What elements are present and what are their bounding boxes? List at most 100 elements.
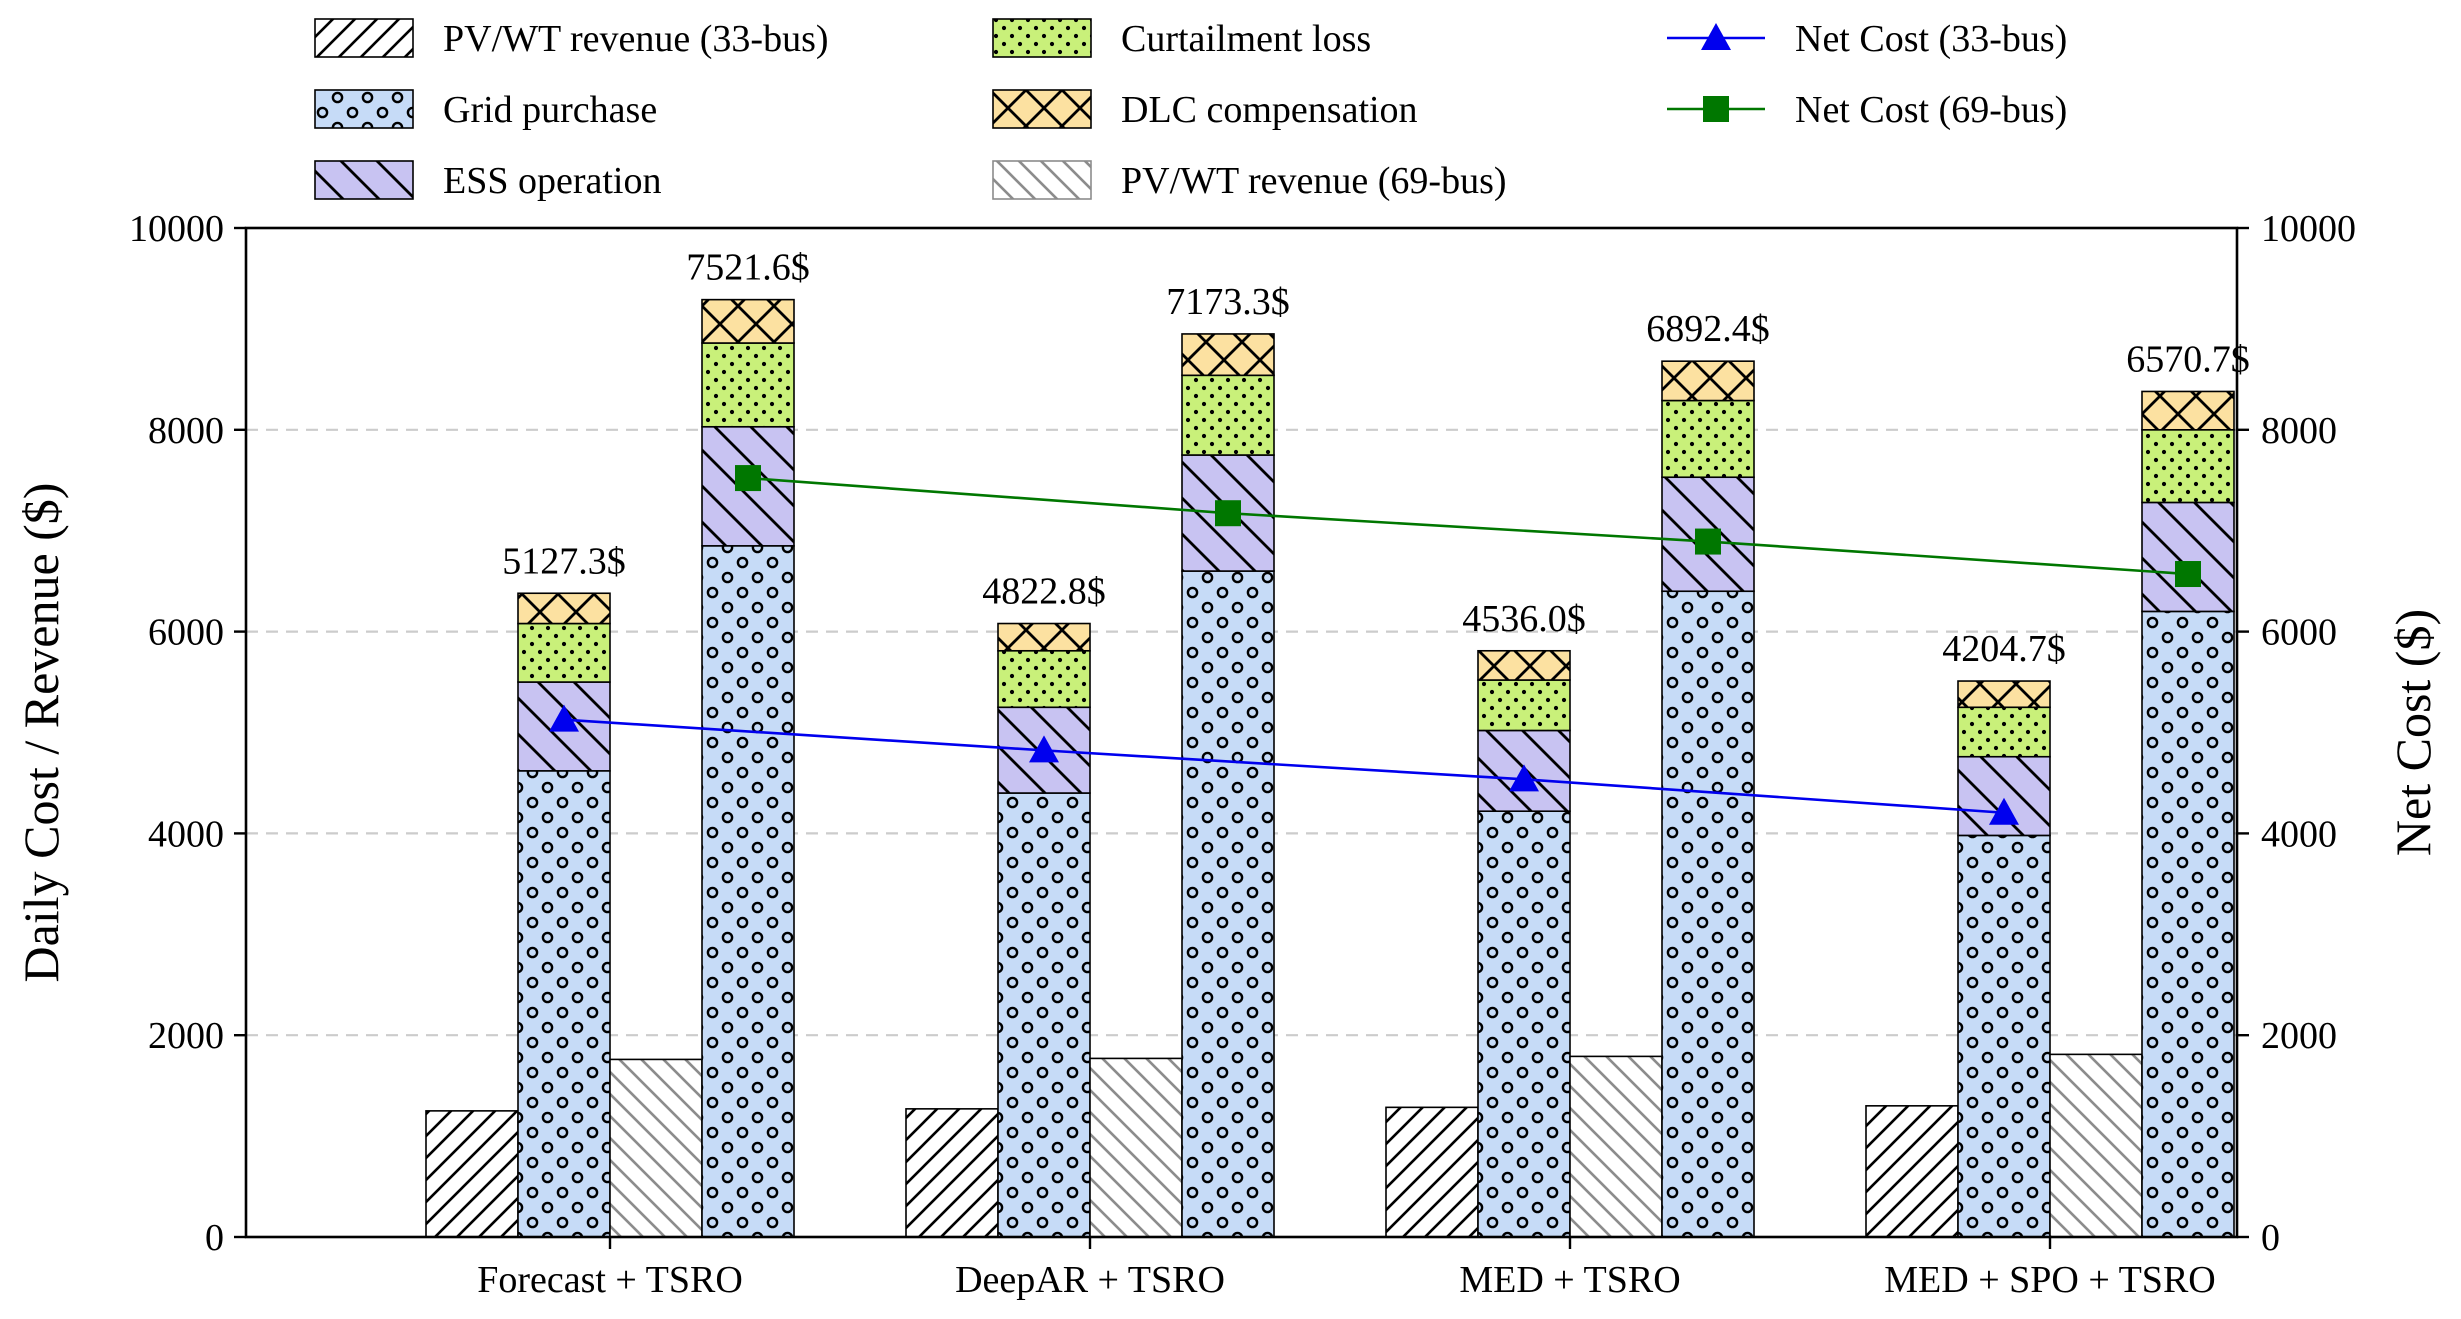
- marker-square: [735, 465, 761, 492]
- x-tick-label: MED + SPO + TSRO: [1884, 1259, 2215, 1301]
- plot-frame: [244, 226, 2239, 1239]
- x-tick-label: Forecast + TSRO: [477, 1259, 743, 1301]
- bar-stack33-curtailment-loss: [517, 622, 611, 683]
- net-cost-lines: [549, 465, 2201, 825]
- right-tick-label: 6000: [2261, 612, 2337, 654]
- legend-item: DLC compensation: [992, 89, 1418, 131]
- legend-label: Curtailment loss: [1121, 18, 1371, 60]
- bar-rev69: [1569, 1055, 1663, 1238]
- bar-stack33-dlc-compensation: [1477, 649, 1571, 681]
- bar-stack69-curtailment-loss: [1181, 374, 1275, 456]
- line-net-cost-33: [563, 718, 2005, 815]
- data-label-33bus: 4204.7$: [1942, 628, 2066, 670]
- bar-stack69-grid-purchase: [701, 545, 795, 1238]
- legend-label: ESS operation: [443, 160, 661, 202]
- marker-triangle: [549, 704, 579, 732]
- bar-stack69-dlc-compensation: [2141, 390, 2235, 431]
- legend-item: Grid purchase: [314, 89, 657, 131]
- data-label-69bus: 6570.7$: [2126, 338, 2250, 380]
- bar-rev33: [1385, 1106, 1479, 1238]
- right-tick-label: 4000: [2261, 813, 2337, 855]
- bar-rev33: [425, 1110, 519, 1238]
- legend-item: ESS operation: [314, 160, 661, 202]
- right-tick-label: 8000: [2261, 410, 2337, 452]
- bars: [425, 298, 2235, 1238]
- bar-stack69-grid-purchase: [1181, 570, 1275, 1238]
- data-label-33bus: 4536.0$: [1462, 598, 1586, 640]
- bar-stack33-grid-purchase: [1477, 810, 1571, 1238]
- legend-swatch: [992, 160, 1092, 200]
- bar-stack33-curtailment-loss: [1957, 706, 2051, 758]
- legend-swatch: [314, 18, 414, 58]
- data-labels: 5127.3$ 7521.6$ 4822.8$ 7173.3$ 4536.0$ 6892.…: [502, 247, 2250, 670]
- bar-stack33-grid-purchase: [1957, 834, 2051, 1238]
- marker-square: [2175, 561, 2201, 588]
- left-tick-label: 0: [205, 1217, 224, 1259]
- bar-stack33-curtailment-loss: [997, 649, 1091, 709]
- data-label-33bus: 5127.3$: [502, 540, 626, 582]
- bar-stack69-curtailment-loss: [1661, 399, 1755, 479]
- bar-stack33-grid-purchase: [517, 770, 611, 1238]
- legend-swatch: [992, 18, 1092, 58]
- marker-square: [1215, 500, 1241, 527]
- left-tick-label: 2000: [148, 1015, 224, 1057]
- bar-rev69: [2049, 1053, 2143, 1238]
- marker-triangle: [1509, 764, 1539, 792]
- legend-label: PV/WT revenue (33-bus): [443, 18, 829, 60]
- bar-rev69: [1089, 1057, 1183, 1238]
- legend-label: PV/WT revenue (69-bus): [1121, 160, 1507, 202]
- legend-label: Net Cost (33-bus): [1795, 18, 2067, 60]
- left-tick-label: 8000: [148, 410, 224, 452]
- marker-triangle: [1029, 735, 1059, 763]
- bar-stack69-dlc-compensation: [701, 298, 795, 344]
- marker-square: [1695, 528, 1721, 555]
- marker-triangle: [1989, 797, 2019, 825]
- bar-stack33-dlc-compensation: [997, 622, 1091, 652]
- bar-stack69-grid-purchase: [2141, 610, 2235, 1238]
- legend-marker-square: [1703, 96, 1729, 122]
- data-label-33bus: 4822.8$: [982, 571, 1106, 613]
- legend-item: Net Cost (69-bus): [1667, 89, 2067, 131]
- legend-swatch: [992, 89, 1092, 129]
- legend-label: Grid purchase: [443, 89, 657, 131]
- legend-item: PV/WT revenue (69-bus): [992, 160, 1507, 202]
- bar-stack33-dlc-compensation: [1957, 680, 2051, 709]
- legend-label: Net Cost (69-bus): [1795, 89, 2067, 131]
- data-label-69bus: 7521.6$: [686, 247, 810, 289]
- bar-stack69-curtailment-loss: [701, 342, 795, 428]
- left-tick-label: 4000: [148, 813, 224, 855]
- y-axis-title-left: Daily Cost / Revenue ($): [13, 483, 69, 983]
- data-label-69bus: 6892.4$: [1646, 308, 1770, 350]
- bar-stack69-ess-operation: [2141, 501, 2235, 613]
- legend-label: DLC compensation: [1121, 89, 1418, 131]
- bar-stack33-curtailment-loss: [1477, 679, 1571, 732]
- line-net-cost-69: [747, 476, 2189, 576]
- left-tick-label: 10000: [129, 208, 224, 250]
- legend-item: Net Cost (33-bus): [1667, 18, 2067, 60]
- right-tick-label: 2000: [2261, 1015, 2337, 1057]
- x-tick-label: DeepAR + TSRO: [955, 1259, 1225, 1301]
- bar-stack69-dlc-compensation: [1661, 360, 1755, 402]
- bar-stack33-dlc-compensation: [517, 592, 611, 625]
- bar-rev33: [905, 1108, 999, 1238]
- axes: 0 0 2000 2000 4000 4000 6000 6000 8000 8000 10000 1…: [13, 208, 2441, 1301]
- legend-marker-triangle: [1701, 23, 1731, 50]
- legend-item: PV/WT revenue (33-bus): [314, 18, 829, 60]
- x-tick-label: MED + TSRO: [1459, 1259, 1680, 1301]
- bar-stack69-grid-purchase: [1661, 590, 1755, 1238]
- right-tick-label: 10000: [2261, 208, 2356, 250]
- data-label-69bus: 7173.3$: [1166, 281, 1290, 323]
- bar-rev33: [1865, 1105, 1959, 1238]
- bar-rev69: [609, 1058, 703, 1238]
- y-axis-title-right: Net Cost ($): [2385, 609, 2441, 856]
- bar-stack69-curtailment-loss: [2141, 428, 2235, 504]
- legend-swatch: [314, 160, 414, 200]
- legend-item: Curtailment loss: [992, 18, 1371, 60]
- bar-stack33-grid-purchase: [997, 792, 1091, 1238]
- legend-swatch: [314, 89, 414, 129]
- right-tick-label: 0: [2261, 1217, 2280, 1259]
- left-tick-label: 6000: [148, 612, 224, 654]
- legend: PV/WT revenue (33-bus) Curtailment loss Ne…: [314, 18, 2067, 202]
- bar-stack69-dlc-compensation: [1181, 333, 1275, 377]
